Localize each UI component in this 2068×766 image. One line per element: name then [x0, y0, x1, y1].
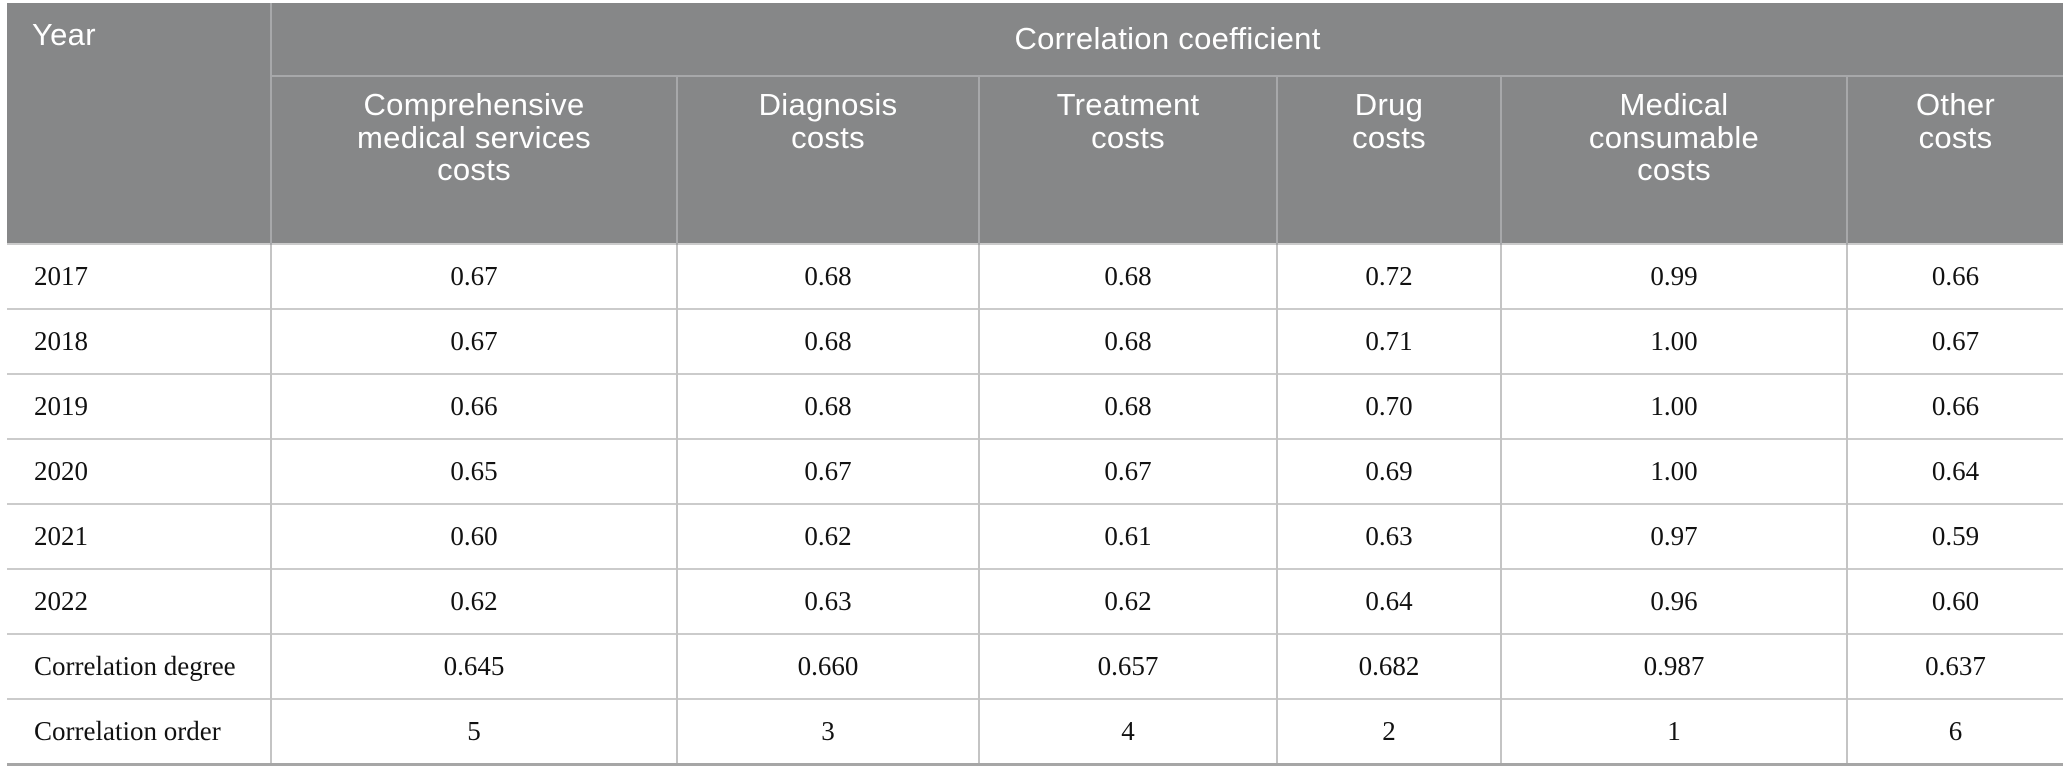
correlation-table: Year Correlation coefficient Comprehensi…: [7, 3, 2064, 766]
cell-value: 0.71: [1276, 308, 1501, 374]
row-label: 2017: [7, 243, 271, 309]
header-correlation-coefficient: Correlation coefficient: [269, 3, 2064, 77]
header-col-medical-consumable-costs: Medical consumable costs: [1500, 76, 1847, 244]
cell-value: 4: [978, 698, 1277, 765]
cell-value: 0.66: [1845, 243, 2064, 309]
header-col-comprehensive-medical-services-costs: Comprehensive medical services costs: [270, 76, 677, 244]
cell-value: 1: [1500, 698, 1847, 765]
header-year: Year: [7, 3, 271, 244]
cell-value: 0.67: [270, 308, 677, 374]
cell-value: 0.62: [978, 568, 1277, 634]
row-label: Correlation order: [7, 698, 271, 765]
table-row: 2017 0.67 0.68 0.68 0.72 0.99 0.66: [7, 243, 2064, 309]
header-group-row: Year Correlation coefficient: [7, 3, 2064, 244]
table-row: 2019 0.66 0.68 0.68 0.70 1.00 0.66: [7, 373, 2064, 439]
cell-value: 0.72: [1276, 243, 1501, 309]
header-col-treatment-costs: Treatment costs: [978, 76, 1277, 244]
cell-value: 0.62: [270, 568, 677, 634]
row-label: 2020: [7, 438, 271, 504]
cell-value: 0.67: [978, 438, 1277, 504]
cell-value: 0.68: [978, 243, 1277, 309]
cell-value: 0.68: [676, 373, 979, 439]
cell-value: 0.99: [1500, 243, 1847, 309]
cell-value: 0.64: [1276, 568, 1501, 634]
cell-value: 3: [676, 698, 979, 765]
table-row: 2018 0.67 0.68 0.68 0.71 1.00 0.67: [7, 308, 2064, 374]
cell-value: 0.657: [978, 633, 1277, 699]
cell-value: 0.637: [1845, 633, 2064, 699]
cell-value: 6: [1845, 698, 2064, 765]
cell-value: 0.97: [1500, 503, 1847, 569]
table-row: Correlation degree 0.645 0.660 0.657 0.682 0.…: [7, 633, 2064, 699]
cell-value: 1.00: [1500, 308, 1847, 374]
row-label: 2019: [7, 373, 271, 439]
cell-value: 0.68: [978, 373, 1277, 439]
cell-value: 0.63: [676, 568, 979, 634]
cell-value: 0.69: [1276, 438, 1501, 504]
cell-value: 0.682: [1276, 633, 1501, 699]
cell-value: 0.60: [1845, 568, 2064, 634]
cell-value: 0.68: [676, 243, 979, 309]
cell-value: 2: [1276, 698, 1501, 765]
cell-value: 1.00: [1500, 373, 1847, 439]
cell-value: 5: [270, 698, 677, 765]
cell-value: 0.67: [1845, 308, 2064, 374]
cell-value: 0.64: [1845, 438, 2064, 504]
cell-value: 0.67: [270, 243, 677, 309]
cell-value: 0.660: [676, 633, 979, 699]
table-header: Year Correlation coefficient Comprehensi…: [7, 3, 2064, 244]
cell-value: 0.67: [676, 438, 979, 504]
cell-value: 0.96: [1500, 568, 1847, 634]
header-col-diagnosis-costs: Diagnosis costs: [676, 76, 979, 244]
cell-value: 0.66: [270, 373, 677, 439]
table-row: 2020 0.65 0.67 0.67 0.69 1.00 0.64: [7, 438, 2064, 504]
row-label: 2018: [7, 308, 271, 374]
table-row: 2022 0.62 0.63 0.62 0.64 0.96 0.60: [7, 568, 2064, 634]
cell-value: 0.65: [270, 438, 677, 504]
cell-value: 0.66: [1845, 373, 2064, 439]
table-row: Correlation order 5 3 4 2 1 6: [7, 698, 2064, 765]
row-label: 2021: [7, 503, 271, 569]
cell-value: 0.63: [1276, 503, 1501, 569]
header-columns-row: Comprehensive medical services costs Dia…: [7, 76, 2064, 244]
row-label: Correlation degree: [7, 633, 271, 699]
cell-value: 0.645: [270, 633, 677, 699]
header-col-other-costs: Other costs: [1845, 76, 2064, 244]
cell-value: 0.59: [1845, 503, 2064, 569]
cell-value: 0.60: [270, 503, 677, 569]
table-row: 2021 0.60 0.62 0.61 0.63 0.97 0.59: [7, 503, 2064, 569]
cell-value: 0.68: [676, 308, 979, 374]
cell-value: 0.987: [1500, 633, 1847, 699]
cell-value: 1.00: [1500, 438, 1847, 504]
row-label: 2022: [7, 568, 271, 634]
cell-value: 0.70: [1276, 373, 1501, 439]
header-col-drug-costs: Drug costs: [1276, 76, 1501, 244]
cell-value: 0.68: [978, 308, 1277, 374]
cell-value: 0.62: [676, 503, 979, 569]
cell-value: 0.61: [978, 503, 1277, 569]
table-body: 2017 0.67 0.68 0.68 0.72 0.99 0.66 2018 0.67 0.68…: [7, 243, 2064, 765]
